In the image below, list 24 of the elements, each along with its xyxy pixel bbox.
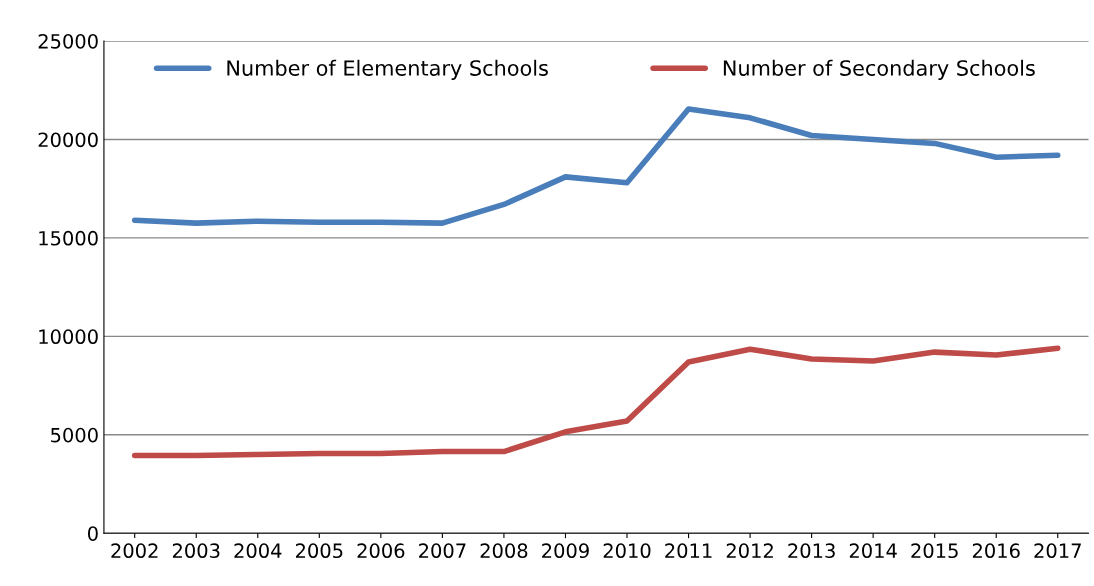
x-tick-label: 2013 xyxy=(788,543,835,559)
x-tick-label: 2006 xyxy=(357,543,405,559)
x-tick-label: 2004 xyxy=(234,543,282,559)
x-tick-label: 2015 xyxy=(911,543,958,559)
legend-label: Number of Secondary Schools xyxy=(723,59,1035,80)
y-tick-label: 25000 xyxy=(38,33,98,49)
x-tick-label: 2007 xyxy=(419,543,466,559)
legend-label: Number of Elementary Schools xyxy=(227,59,548,80)
x-tick-label: 2017 xyxy=(1034,543,1081,559)
x-tick-label: 2005 xyxy=(295,543,343,559)
x-tick-label: 2012 xyxy=(726,543,773,559)
x-tick-label: 2011 xyxy=(665,543,712,559)
y-tick-label: 0 xyxy=(87,526,98,541)
x-tick-label: 2014 xyxy=(849,543,897,559)
y-tick-label: 20000 xyxy=(38,132,98,148)
x-tick-label: 2009 xyxy=(542,543,589,559)
x-tick-label: 2016 xyxy=(972,543,1020,559)
y-tick-label: 15000 xyxy=(39,230,98,246)
x-tick-label: 2003 xyxy=(172,543,220,559)
y-tick-label: 10000 xyxy=(39,329,98,345)
x-tick-label: 2010 xyxy=(603,543,651,559)
y-tick-label: 5000 xyxy=(51,427,98,443)
x-tick-label: 2002 xyxy=(111,543,158,559)
x-tick-label: 2008 xyxy=(480,543,528,559)
